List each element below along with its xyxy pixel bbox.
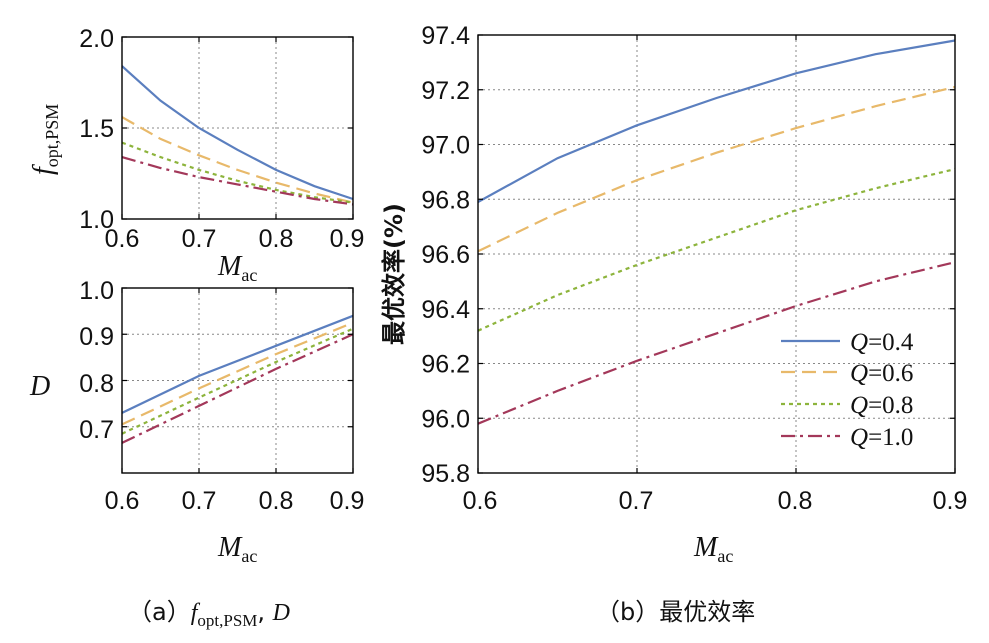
caption-b: （b）最优效率: [596, 598, 755, 626]
panel-b-x-tick-label: 0.7: [619, 487, 654, 515]
panel-b-y-axis-label: 最优效率(%): [380, 203, 408, 345]
panel-b-y-tick-label: 96.6: [421, 241, 470, 269]
series-line-q-0-6: [477, 85, 956, 253]
panel-a-top: 1.0 1.5 2.0 0.6 0.7 0.8 0.9 Mac fopt,PSM: [28, 25, 364, 285]
panel-a-bottom-gridlines: [121, 287, 354, 473]
panel-a-top-x-tick-label: 0.9: [330, 225, 365, 253]
legend-label-q-0-6: Q=0.6: [850, 360, 913, 387]
panel-b-legend: Q=0.4 Q=0.6 Q=0.8 Q=1.0: [781, 329, 914, 451]
panel-a-top-y-tick-label: 1.5: [79, 115, 114, 143]
panel-a-bottom-y-axis-label: D: [29, 371, 50, 402]
panel-a-top-y-tick-label: 2.0: [79, 25, 114, 53]
panel-a-top-x-tick-label: 0.8: [259, 225, 294, 253]
series-line-q-0-8: [121, 327, 354, 435]
panel-b-y-tick-label: 95.8: [421, 460, 470, 488]
panel-b: 95.8 96.0 96.2 96.4 96.6 96.8 97.0 97.2 97.4 0.6…: [380, 22, 967, 566]
panel-b-x-axis-label: Mac: [693, 532, 733, 566]
series-line-q-0-8: [477, 168, 956, 332]
panel-a-top-y-axis-label: fopt,PSM: [28, 104, 62, 175]
panel-a-bottom: 0.7 0.8 0.9 1.0 0.6 0.7 0.8 0.9 Mac D: [29, 277, 364, 566]
series-line-q-0-4: [477, 39, 956, 203]
panel-a-top-y-tick-label: 1.0: [79, 206, 114, 234]
legend-label-q-0-8: Q=0.8: [850, 392, 913, 419]
series-line-q-1-0: [477, 261, 956, 425]
panel-b-y-tick-label: 96.0: [421, 405, 470, 433]
panel-a-top-ticks: [121, 36, 354, 220]
panel-b-series: [477, 39, 956, 425]
panel-a-top-x-tick-label: 0.7: [182, 225, 217, 253]
panel-a-bottom-y-tick-label: 0.8: [79, 370, 114, 398]
panel-a-bottom-series: [121, 314, 354, 444]
panel-a-bottom-x-tick-label: 0.7: [182, 487, 217, 515]
panel-a-top-gridlines: [121, 36, 354, 220]
series-line-q-0-4: [121, 65, 354, 201]
panel-a-bottom-y-tick-label: 0.7: [79, 416, 114, 444]
panel-b-x-tick-label: 0.8: [778, 487, 813, 515]
series-line-q-1-0: [121, 156, 354, 206]
panel-a-bottom-ticks: [121, 287, 354, 473]
panel-a-bottom-y-tick-label: 1.0: [79, 277, 114, 305]
series-line-q-1-0: [121, 333, 354, 444]
panel-b-y-tick-label: 97.0: [421, 132, 470, 160]
panel-b-x-tick-label: 0.6: [463, 487, 498, 515]
panel-b-y-tick-label: 96.8: [421, 186, 470, 214]
legend-label-q-1-0: Q=1.0: [850, 424, 913, 451]
panel-b-y-tick-labels: 95.8 96.0 96.2 96.4 96.6 96.8 97.0 97.2 97.4: [421, 22, 470, 488]
panel-b-y-tick-label: 97.4: [421, 22, 470, 50]
panel-b-ticks: [477, 34, 956, 474]
panel-b-y-tick-label: 97.2: [421, 77, 470, 105]
series-line-q-0-8: [121, 141, 354, 204]
series-line-q-0-6: [121, 321, 354, 426]
panel-a-bottom-x-tick-label: 0.8: [259, 487, 294, 515]
panel-b-x-tick-label: 0.9: [933, 487, 968, 515]
series-line-q-0-6: [121, 116, 354, 204]
caption-a: （a）fopt,PSM, D: [128, 598, 290, 630]
panel-b-y-tick-label: 96.4: [421, 296, 470, 324]
panel-a-top-x-tick-label: 0.6: [105, 225, 140, 253]
panel-a-bottom-y-tick-label: 0.9: [79, 323, 114, 351]
series-line-q-0-4: [121, 314, 354, 414]
panel-b-y-tick-label: 96.2: [421, 351, 470, 379]
legend-label-q-0-4: Q=0.4: [850, 329, 914, 356]
panel-a-top-series: [121, 65, 354, 206]
panel-a-bottom-x-tick-label: 0.9: [330, 487, 365, 515]
panel-a-bottom-x-tick-label: 0.6: [105, 487, 140, 515]
panel-a-bottom-x-axis-label: Mac: [217, 532, 257, 566]
panel-a-top-x-axis-label: Mac: [217, 251, 257, 285]
